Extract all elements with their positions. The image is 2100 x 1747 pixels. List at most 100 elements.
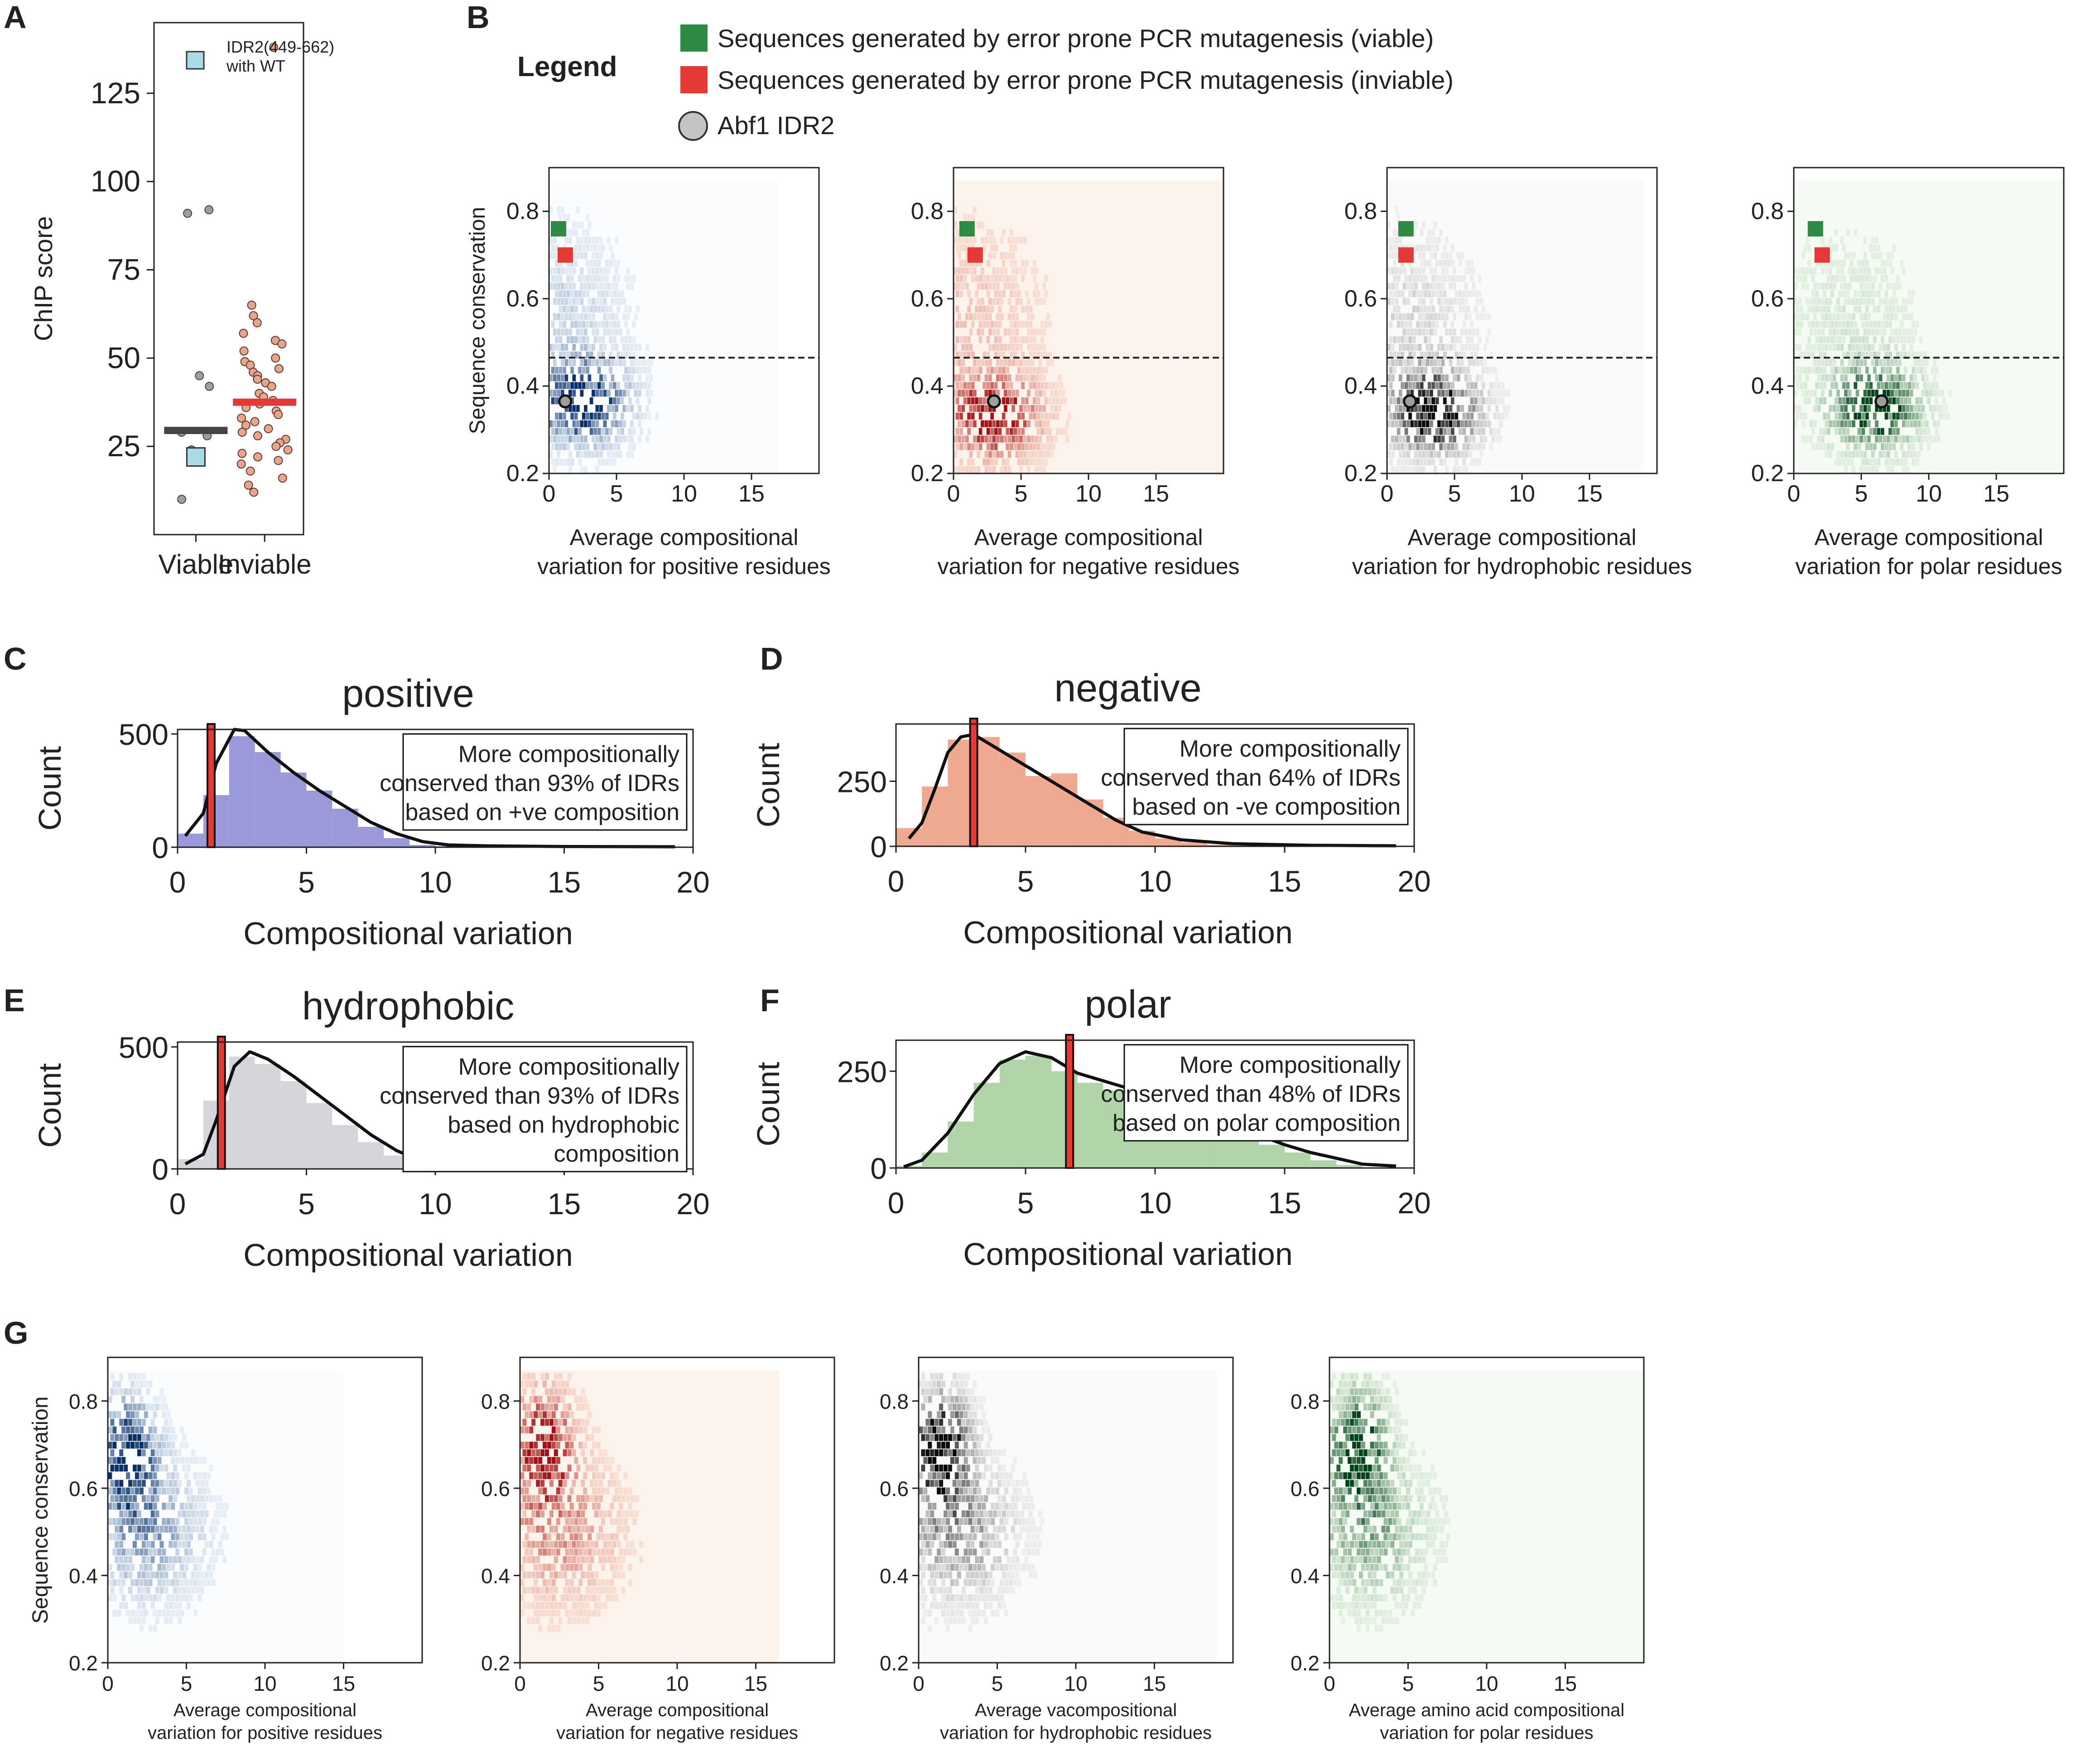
hex-cell: [978, 412, 983, 420]
hex-cell: [1398, 405, 1402, 412]
hex-cell: [133, 1388, 137, 1395]
hex-cell: [961, 420, 965, 427]
hex-cell: [1830, 443, 1834, 450]
hex-cell: [1009, 351, 1013, 359]
hex-cell: [555, 260, 559, 267]
hex-cell: [963, 1426, 968, 1433]
hex-cell: [1829, 405, 1832, 412]
hex-cell: [1406, 343, 1410, 351]
hex-cell: [995, 1594, 999, 1602]
hex-cell: [618, 390, 622, 397]
hex-cell: [1002, 412, 1006, 420]
hex-cell: [1420, 244, 1424, 251]
hex-cell: [137, 1602, 141, 1609]
hex-cell: [632, 1549, 637, 1556]
hex-cell: [1383, 1457, 1388, 1464]
hex-cell: [157, 1564, 162, 1571]
hex-cell: [126, 1609, 130, 1617]
hex-cell: [576, 1510, 581, 1518]
hex-cell: [133, 1495, 137, 1502]
hex-cell: [565, 1549, 569, 1556]
hex-cell: [1408, 1510, 1412, 1518]
inviable-point: [236, 459, 246, 469]
hex-cell: [1430, 420, 1433, 427]
x-axis-label-line1: Average compositional: [570, 525, 799, 550]
hex-cell: [1482, 428, 1485, 435]
hex-cell: [1441, 420, 1445, 427]
hex-cell: [1379, 1396, 1383, 1403]
hex-cell: [1819, 305, 1823, 313]
hex-cell: [1886, 390, 1890, 397]
hex-cell: [632, 367, 636, 374]
hex-cell: [1050, 359, 1054, 366]
hex-cell: [963, 1533, 968, 1540]
hex-cell: [1402, 343, 1406, 351]
hex-cell: [211, 1579, 216, 1586]
hex-cell: [639, 1541, 644, 1548]
hex-cell: [564, 405, 568, 412]
hex-cell: [130, 1594, 135, 1602]
hex-cell: [1829, 328, 1832, 336]
hex-cell: [968, 1549, 973, 1556]
hex-cell: [556, 1487, 560, 1495]
hex-cell: [944, 1434, 948, 1441]
hex-cell: [576, 1525, 581, 1533]
hex-cell: [128, 1525, 133, 1533]
hex-cell: [1861, 397, 1865, 405]
hex-cell: [553, 420, 557, 427]
hex-cell: [609, 443, 613, 450]
hex-cell: [119, 1602, 124, 1609]
hex-cell: [1861, 458, 1865, 466]
hex-cell: [959, 275, 963, 282]
hex-cell: [551, 351, 555, 359]
hex-cell: [1435, 382, 1439, 389]
hex-cell: [1472, 343, 1476, 351]
hex-cell: [1907, 336, 1912, 343]
hex-cell: [1830, 244, 1834, 251]
hex-cell: [978, 275, 983, 282]
hex-cell: [1801, 267, 1806, 275]
hex-cell: [1443, 351, 1447, 359]
y-tick-label: 0.2: [1344, 460, 1377, 487]
hex-cell: [1000, 420, 1004, 427]
hex-cell: [1867, 298, 1871, 305]
hex-cell: [557, 420, 561, 427]
hex-cell: [1815, 397, 1819, 405]
hex-cell: [601, 458, 605, 466]
hex-cell: [1389, 382, 1393, 389]
hex-cell: [957, 1449, 961, 1457]
hex-cell: [1021, 275, 1025, 282]
hex-cell: [564, 374, 568, 381]
hex-cell: [1025, 443, 1029, 450]
hex-cell: [565, 1518, 569, 1525]
hex-cell: [986, 305, 990, 313]
hex-cell: [1387, 252, 1391, 259]
hex-cell: [1430, 390, 1433, 397]
hex-cell: [1867, 313, 1871, 320]
hex-cell: [932, 1594, 937, 1602]
hex-cell: [141, 1403, 146, 1411]
x-tick-label: 15: [548, 865, 581, 899]
hex-cell: [983, 397, 986, 405]
hex-cell: [923, 1457, 928, 1464]
hex-cell: [592, 1442, 597, 1449]
hex-cell: [1923, 351, 1927, 359]
hex-cell: [1878, 252, 1883, 259]
hex-cell: [615, 405, 618, 412]
hex-cell: [1388, 1502, 1392, 1510]
hex-cell: [1040, 336, 1044, 343]
hex-cell: [207, 1564, 211, 1571]
hex-cell: [553, 466, 557, 473]
hex-cell: [1848, 359, 1852, 366]
hex-cell: [1361, 1472, 1365, 1479]
hex-cell: [559, 290, 563, 298]
hex-cell: [582, 412, 586, 420]
hex-cell: [576, 1556, 581, 1564]
hex-cell: [1056, 397, 1060, 405]
hex-cell: [133, 1541, 137, 1548]
hex-cell: [1863, 267, 1867, 275]
hex-cell: [1900, 305, 1904, 313]
annotation-text: based on +ve composition: [405, 799, 679, 825]
hex-cell: [1004, 343, 1007, 351]
hex-cell: [1476, 298, 1479, 305]
